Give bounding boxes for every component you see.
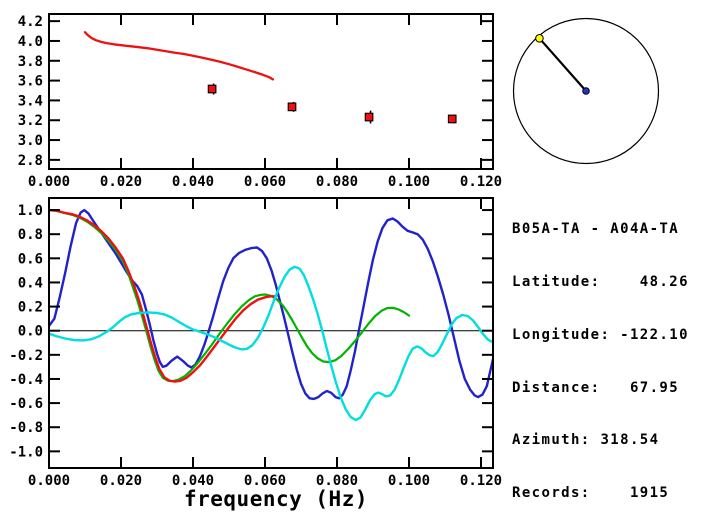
y-tick-label: 3.2 [18,113,43,129]
correlation-series-group [49,208,493,422]
station-center-dot [582,87,590,95]
y-tick-label: -0.2 [9,348,43,364]
y-tick-label: 0.0 [18,324,43,340]
x-axis-label: frequency (Hz) [184,487,368,511]
measured-phase-velocity-marker [364,112,374,122]
station-pair-label: B05A-TA - A04A-TA [512,221,680,238]
y-tick-label: 1.0 [18,203,43,219]
records-line: Records: 1915 [512,485,670,502]
y-tick-label: 0.4 [18,275,43,291]
reference-phase-velocity-curve [83,31,275,81]
y-tick-label: -0.8 [9,420,43,436]
x-tick-label: 0.100 [388,473,430,489]
y-tick-label: -0.4 [9,372,43,388]
y-tick-label: 4.2 [18,14,43,30]
y-tick-label: 3.0 [18,133,43,149]
x-tick-label: 0.000 [28,174,70,190]
velocity-series-group [83,31,275,81]
x-tick-label: 0.120 [460,473,502,489]
y-tick-label: 2.8 [18,153,43,169]
x-tick-label: 0.040 [172,473,214,489]
x-tick-label: 0.120 [460,174,502,190]
azimuth-compass [512,17,660,165]
x-tick-label: 0.100 [388,174,430,190]
y-tick-label: 0.8 [18,227,43,243]
x-tick-label: 0.080 [316,473,358,489]
azimuth-line: Azimuth: 318.54 [512,432,660,449]
series-red-curve [49,208,277,383]
distance-line: Distance: 67.95 [512,379,680,396]
x-tick-label: 0.080 [316,174,358,190]
azimuth-end-dot [535,33,544,43]
x-tick-label: 0.020 [100,473,142,489]
correlation-plot: 0.000 0.020 0.040 0.060 0.080 0.100 0.120 -1.0 -… [9,197,502,511]
x-tick-label: 0.060 [244,174,286,190]
y-tick-label: 0.6 [18,251,43,267]
y-tick-label: 3.6 [18,74,43,90]
y-tick-label: -1.0 [9,444,43,460]
measured-phase-velocity-marker [447,114,457,124]
compass-circle [512,17,660,165]
azimuth-pointer-line [538,37,587,92]
y-tick-label: 3.4 [18,93,43,109]
y-tick-label: 3.8 [18,54,43,70]
x-tick-label: 0.000 [28,473,70,489]
series-blue-curve [49,208,493,401]
series-cyan-curve [49,265,493,422]
measured-phase-velocity-marker [207,84,217,94]
latitude-line: Latitude: 48.26 [512,273,689,290]
longitude-line: Longitude: -122.10 [512,326,689,343]
velocity-plot: 0.000 0.020 0.040 0.060 0.080 0.100 0.120 2.8 3.… [18,13,502,190]
y-tick-label: 4.0 [18,34,43,50]
plot-frame [48,13,494,170]
measured-phase-velocity-marker [287,102,297,112]
y-tick-label: -0.6 [9,396,43,412]
x-tick-label: 0.020 [100,174,142,190]
x-tick-label: 0.060 [244,473,286,489]
station-info-block: B05A-TA - A04A-TA Latitude: 48.26 Longit… [512,186,689,519]
x-tick-label: 0.040 [172,174,214,190]
plot-frame [48,197,494,469]
y-tick-label: 0.2 [18,300,43,316]
